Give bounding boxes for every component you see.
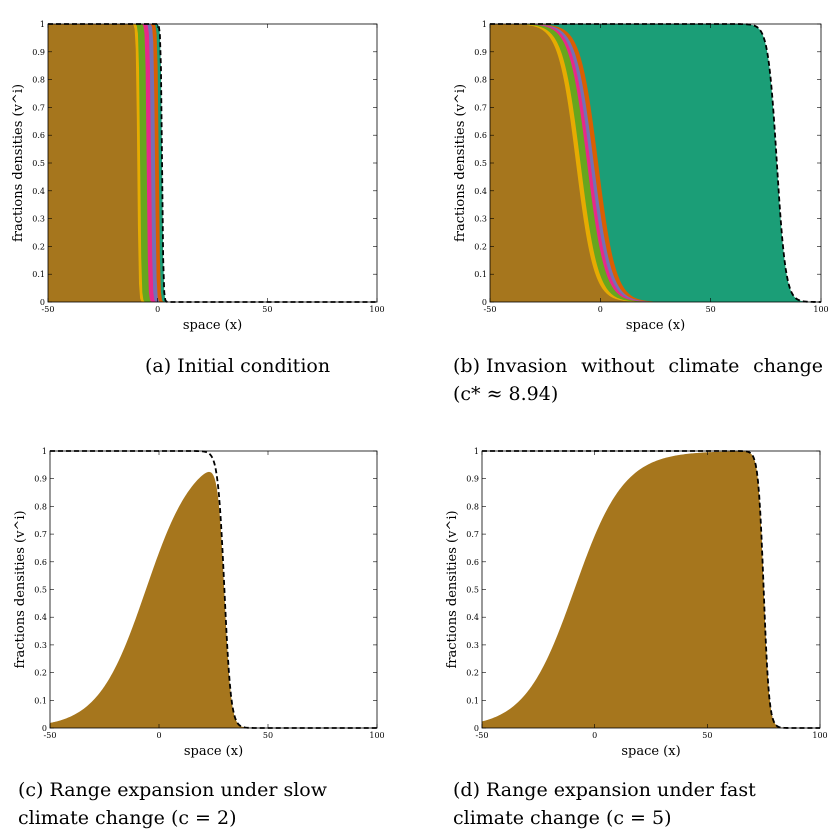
x-tick-label: 50 [262, 305, 272, 314]
y-tick-label: 0.1 [466, 696, 479, 705]
y-tick-label: 0 [42, 724, 47, 733]
y-tick-label: 0.3 [34, 641, 47, 650]
y-tick-label: 0.5 [34, 586, 47, 595]
x-tick-label: -50 [42, 305, 55, 314]
y-tick-label: 0.9 [34, 475, 47, 484]
chart-panel-a: 0 0.1 0.2 0.3 0.4 0.5 0.6 0.7 0.8 0.9 1 -50 0 50 100 sp… [0, 0, 400, 335]
y-tick-label: 1 [40, 20, 45, 29]
y-tick-label: 0.6 [474, 131, 487, 140]
y-tick-label: 0.3 [32, 215, 45, 224]
caption-d-text: Range expansion under fast climate chang… [453, 779, 756, 829]
x-tick-label: -50 [44, 731, 57, 740]
caption-a: (a) Initial condition [145, 352, 405, 380]
area-brown [48, 24, 377, 302]
chart-panel-c: 0 0.1 0.2 0.3 0.4 0.5 0.6 0.7 0.8 0.9 1 -50 0 50 100 sp… [0, 425, 400, 760]
y-tick-label: 0.7 [34, 530, 47, 539]
x-axis-label: space (x) [184, 744, 243, 759]
y-tick-label: 0 [40, 298, 45, 307]
y-tick-label: 0.2 [34, 669, 47, 678]
y-tick-label: 0.2 [474, 242, 487, 251]
chart-b-svg: 00.10.20.30.40.50.60.70.80.91-50 0 50 100sp… [453, 20, 829, 333]
y-tick-label: 0.2 [466, 669, 479, 678]
caption-b-text: Invasion without climate change (c* ≈ 8.… [453, 355, 823, 405]
y-tick-label: 0.5 [32, 159, 45, 168]
caption-a-text: Initial condition [177, 355, 331, 377]
y-tick-label: 0.4 [32, 187, 45, 196]
caption-b-label: (b) [453, 355, 480, 377]
y-tick-label: 0.7 [32, 103, 45, 112]
total-density-line [490, 23, 822, 303]
y-tick-label: 0.4 [466, 613, 479, 622]
y-tick-label: 0.9 [32, 48, 45, 57]
caption-c: (c) Range expansion under slow climate ch… [18, 776, 398, 832]
y-tick-label: 0.7 [466, 530, 479, 539]
y-tick-label: 0.8 [34, 502, 47, 511]
x-tick-label: 100 [812, 731, 827, 740]
chart-panel-b: 0 0.1 0.2 0.3 0.4 0.5 0.6 0.7 0.8 0.9 1 -50 0 50 100 sp… [440, 0, 835, 335]
x-tick-label: 0 [156, 731, 161, 740]
x-tick-label: 0 [592, 731, 597, 740]
x-tick-label: 50 [702, 731, 712, 740]
y-tick-label: 1 [474, 447, 479, 456]
y-tick-label: 0.1 [32, 270, 45, 279]
x-tick-label: 0 [155, 305, 160, 314]
caption-a-label: (a) [145, 355, 172, 377]
chart-d-svg: 00.10.20.30.40.50.60.70.80.91-50 0 50 100sp… [445, 447, 828, 759]
y-axis-label: fractions densities (v^i) [13, 510, 28, 668]
x-tick-label: 100 [369, 731, 384, 740]
y-axis-label: fractions densities (v^i) [453, 84, 468, 242]
y-tick-label: 0.8 [32, 76, 45, 85]
x-axis-label: space (x) [626, 318, 685, 333]
y-tick-label: 0.1 [34, 696, 47, 705]
y-tick-label: 0 [474, 724, 479, 733]
y-tick-label: 1 [482, 20, 487, 29]
x-axis-label: space (x) [183, 318, 242, 333]
caption-c-label: (c) [18, 779, 44, 801]
area-brown [50, 471, 377, 728]
caption-c-text: Range expansion under slow climate chang… [18, 779, 327, 829]
x-axis-label: space (x) [621, 744, 680, 759]
y-tick-label: 0.1 [474, 270, 487, 279]
y-tick-label: 1 [42, 447, 47, 456]
x-tick-label: 100 [813, 305, 828, 314]
y-tick-label: 0.4 [34, 613, 47, 622]
x-tick-label: 50 [263, 731, 273, 740]
caption-b: (b) Invasion without climate change (c* ≈… [453, 352, 823, 408]
y-tick-label: 0.8 [466, 502, 479, 511]
y-tick-label: 0.6 [466, 558, 479, 567]
x-tick-label: 50 [706, 305, 716, 314]
x-tick-label: 100 [369, 305, 384, 314]
y-tick-label: 0.2 [32, 242, 45, 251]
area-brown [490, 24, 821, 303]
chart-c-svg: 00.10.20.30.40.50.60.70.80.91-50 0 50 100sp… [13, 447, 385, 759]
y-tick-label: 0.9 [474, 48, 487, 57]
y-tick-label: 0.6 [32, 131, 45, 140]
x-tick-label: -50 [484, 305, 497, 314]
y-tick-label: 0.7 [474, 103, 487, 112]
x-tick-label: 0 [598, 305, 603, 314]
y-axis-label: fractions densities (v^i) [11, 84, 26, 242]
y-tick-label: 0.3 [474, 215, 487, 224]
y-tick-label: 0.5 [466, 586, 479, 595]
y-axis-label: fractions densities (v^i) [445, 510, 460, 668]
caption-d-label: (d) [453, 779, 480, 801]
chart-panel-d: 0 0.1 0.2 0.3 0.4 0.5 0.6 0.7 0.8 0.9 1 -50 0 50 100 sp… [440, 425, 835, 760]
y-tick-label: 0.6 [34, 558, 47, 567]
y-tick-label: 0.4 [474, 187, 487, 196]
y-tick-label: 0 [482, 298, 487, 307]
y-tick-label: 0.5 [474, 159, 487, 168]
y-tick-label: 0.9 [466, 475, 479, 484]
area-brown [482, 451, 820, 728]
y-tick-label: 0.8 [474, 76, 487, 85]
y-tick-label: 0.3 [466, 641, 479, 650]
x-tick-label: -50 [476, 731, 489, 740]
chart-a-svg: 00.10.20.30.40.50.60.70.80.91-50 0 50 100sp… [11, 20, 385, 333]
caption-d: (d) Range expansion under fast climate ch… [453, 776, 828, 832]
